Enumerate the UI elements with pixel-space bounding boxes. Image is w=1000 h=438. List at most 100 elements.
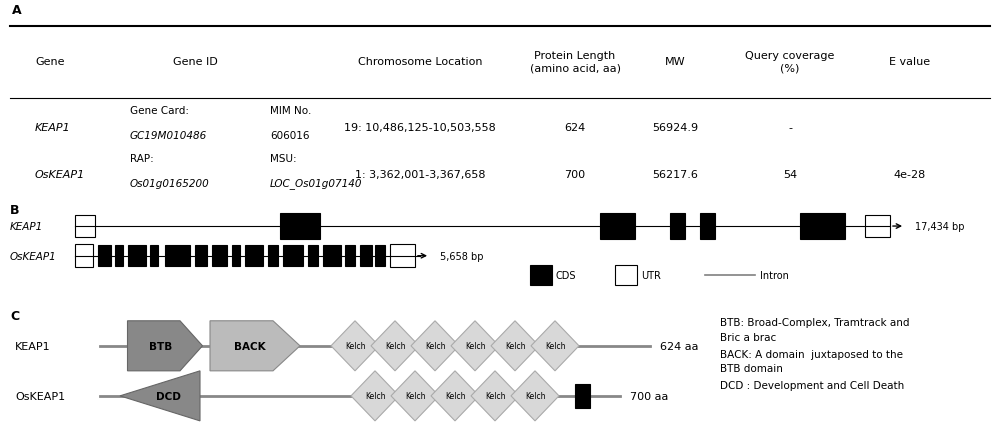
Polygon shape: [120, 371, 200, 421]
Polygon shape: [531, 321, 579, 371]
Text: Intron: Intron: [760, 271, 789, 280]
Bar: [800, 214, 845, 239]
Bar: [615, 265, 637, 286]
Text: 56217.6: 56217.6: [652, 170, 698, 180]
Bar: [390, 245, 415, 268]
Bar: [165, 246, 190, 266]
Polygon shape: [471, 371, 519, 421]
Bar: [308, 246, 318, 266]
Polygon shape: [491, 321, 539, 371]
Text: Chromosome Location: Chromosome Location: [358, 57, 482, 67]
Text: 17,434 bp: 17,434 bp: [915, 222, 964, 232]
Text: Kelch: Kelch: [525, 392, 545, 400]
Text: 19: 10,486,125-10,503,558: 19: 10,486,125-10,503,558: [344, 123, 496, 133]
Text: MIM No.: MIM No.: [270, 106, 311, 116]
Text: LOC_Os01g07140: LOC_Os01g07140: [270, 178, 362, 189]
Text: 624 aa: 624 aa: [660, 341, 698, 351]
Text: GC19M010486: GC19M010486: [130, 131, 207, 141]
Bar: [865, 215, 890, 238]
Text: Query coverage
(%): Query coverage (%): [745, 50, 835, 73]
Text: 700 aa: 700 aa: [630, 391, 668, 401]
Text: Kelch: Kelch: [365, 392, 385, 400]
Text: C: C: [10, 309, 19, 322]
Text: A: A: [12, 4, 22, 17]
Text: OsKEAP1: OsKEAP1: [35, 170, 85, 180]
Text: Kelch: Kelch: [485, 392, 505, 400]
Text: 700: 700: [564, 170, 586, 180]
Bar: [245, 246, 263, 266]
Text: 54: 54: [783, 170, 797, 180]
Text: UTR: UTR: [641, 271, 661, 280]
Text: BTB domain: BTB domain: [720, 364, 783, 373]
Text: B: B: [10, 204, 20, 217]
Polygon shape: [431, 371, 479, 421]
Text: Gene ID: Gene ID: [173, 57, 217, 67]
Text: Bric a brac: Bric a brac: [720, 332, 776, 342]
Text: BACK: BACK: [234, 341, 265, 351]
Text: 1: 3,362,001-3,367,658: 1: 3,362,001-3,367,658: [355, 170, 485, 180]
Text: BTB: Broad-Complex, Tramtrack and: BTB: Broad-Complex, Tramtrack and: [720, 318, 910, 327]
Text: 56924.9: 56924.9: [652, 123, 698, 133]
Bar: [232, 246, 240, 266]
Bar: [195, 246, 207, 266]
Bar: [150, 246, 158, 266]
Text: OsKEAP1: OsKEAP1: [15, 391, 65, 401]
Text: Kelch: Kelch: [445, 392, 465, 400]
Bar: [212, 246, 227, 266]
Bar: [575, 384, 590, 408]
Text: Kelch: Kelch: [465, 342, 485, 350]
Text: Kelch: Kelch: [505, 342, 525, 350]
Text: MSU:: MSU:: [270, 154, 297, 163]
Bar: [323, 246, 341, 266]
Polygon shape: [371, 321, 419, 371]
Polygon shape: [511, 371, 559, 421]
Text: -: -: [788, 123, 792, 133]
Bar: [128, 246, 146, 266]
Bar: [360, 246, 372, 266]
Bar: [75, 215, 95, 238]
Bar: [375, 246, 385, 266]
Text: 5,658 bp: 5,658 bp: [440, 251, 484, 261]
Bar: [345, 246, 355, 266]
Text: BTB: BTB: [149, 341, 172, 351]
Text: DCD : Development and Cell Death: DCD : Development and Cell Death: [720, 381, 904, 390]
Text: Kelch: Kelch: [385, 342, 405, 350]
Text: RAP:: RAP:: [130, 154, 154, 163]
Text: Protein Length
(amino acid, aa): Protein Length (amino acid, aa): [530, 50, 620, 73]
Text: KEAP1: KEAP1: [35, 123, 71, 133]
Bar: [600, 214, 635, 239]
Bar: [700, 214, 715, 239]
Text: 606016: 606016: [270, 131, 310, 141]
Bar: [75, 245, 93, 268]
Bar: [268, 246, 278, 266]
Polygon shape: [331, 321, 379, 371]
Bar: [283, 246, 303, 266]
Text: 624: 624: [564, 123, 586, 133]
Text: KEAP1: KEAP1: [10, 222, 43, 232]
Polygon shape: [351, 371, 399, 421]
Text: Kelch: Kelch: [425, 342, 445, 350]
Text: KEAP1: KEAP1: [15, 341, 51, 351]
Text: Gene Card:: Gene Card:: [130, 106, 189, 116]
Text: Kelch: Kelch: [345, 342, 365, 350]
Text: Os01g0165200: Os01g0165200: [130, 178, 210, 188]
Text: BACK: A domain  juxtaposed to the: BACK: A domain juxtaposed to the: [720, 349, 903, 359]
Bar: [530, 265, 552, 286]
Text: MW: MW: [665, 57, 685, 67]
Polygon shape: [411, 321, 459, 371]
Text: E value: E value: [889, 57, 931, 67]
Text: OsKEAP1: OsKEAP1: [10, 251, 57, 261]
Bar: [98, 246, 111, 266]
Text: 4e-28: 4e-28: [894, 170, 926, 180]
Polygon shape: [210, 321, 300, 371]
Text: Kelch: Kelch: [545, 342, 565, 350]
Bar: [670, 214, 685, 239]
Text: CDS: CDS: [556, 271, 576, 280]
Text: Kelch: Kelch: [405, 392, 425, 400]
Bar: [115, 246, 123, 266]
Text: Gene: Gene: [35, 57, 64, 67]
Polygon shape: [451, 321, 499, 371]
Polygon shape: [128, 321, 202, 371]
Text: DCD: DCD: [156, 391, 180, 401]
Bar: [280, 214, 320, 239]
